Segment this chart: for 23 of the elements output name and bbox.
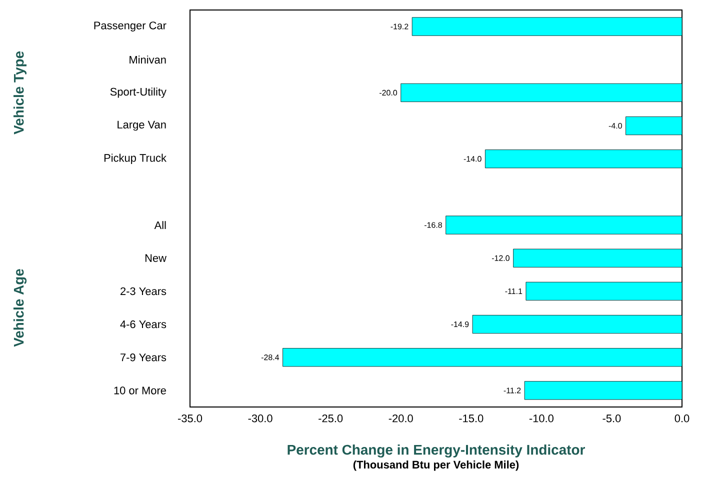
x-axis-title: Percent Change in Energy-Intensity Indicator bbox=[288, 444, 585, 458]
text: Vehicle Type bbox=[14, 51, 27, 134]
y-tick-label: New bbox=[145, 254, 167, 262]
y-tick-label: Minivan bbox=[130, 56, 166, 64]
y-tick-label: All bbox=[154, 221, 166, 229]
x-tick-label: -15.0 bbox=[459, 414, 484, 422]
y-tick-label: 4-6 Years bbox=[120, 320, 166, 328]
y-tick-label: 10 or More bbox=[114, 386, 166, 394]
x-tick-label: -25.0 bbox=[318, 414, 343, 422]
x-tick-label: -35.0 bbox=[178, 414, 202, 422]
y-tick-label: Pickup Truck bbox=[104, 154, 167, 164]
x-tick-label: -20.0 bbox=[388, 414, 413, 422]
text: Vehicle Age bbox=[13, 269, 27, 347]
y-tick-label: Large Van bbox=[118, 120, 166, 131]
y-tick-label: 7-9 Years bbox=[120, 353, 166, 362]
x-tick-label: -5.0 bbox=[602, 414, 621, 422]
text: (Thousand Btu per Vehicle Mile) bbox=[353, 460, 519, 471]
x-tick-label: -30.0 bbox=[248, 414, 272, 422]
x-tick-label: 0.0 bbox=[674, 414, 690, 422]
y-tick-label: 2-3 Years bbox=[120, 287, 166, 296]
y-tick-label: Sport-Utility bbox=[110, 88, 166, 98]
y-tick-label: Passenger Car bbox=[94, 22, 166, 32]
x-tick-label: -10.0 bbox=[529, 414, 554, 422]
